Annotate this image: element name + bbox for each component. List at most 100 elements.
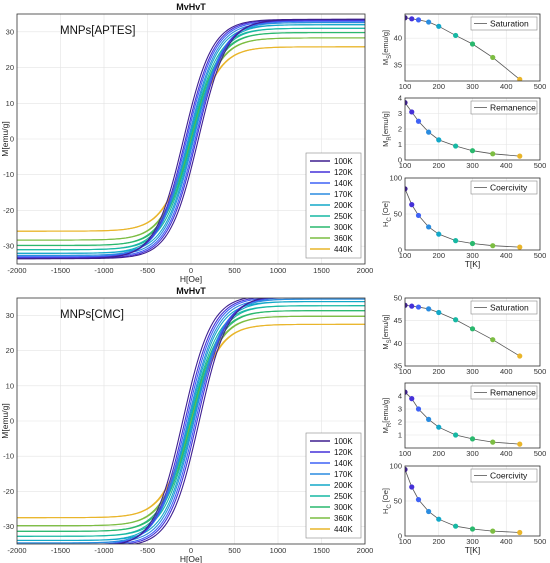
data-point-120K [409, 16, 415, 22]
series-line-140K-up [89, 298, 302, 544]
x-tick-label: 400 [500, 367, 513, 376]
data-point-300K [469, 240, 476, 247]
y-label-subscript: C [387, 217, 393, 222]
data-point-360K [490, 151, 496, 157]
y-tick-label: 1 [398, 431, 402, 440]
legend-label-360K: 360K [334, 234, 353, 243]
chart-ms_cmc: 35 40 45 50 100 200 300 400 500 MS[emu/g] Saturati… [381, 294, 546, 377]
legend-box [470, 300, 538, 315]
legend-label-170K: 170K [334, 190, 353, 199]
series-line-200K-down [17, 300, 365, 542]
x-tick-label: -500 [140, 266, 155, 275]
y-tick-label: -30 [3, 242, 14, 251]
series-group [405, 302, 523, 359]
y-tick-label: 50 [394, 294, 402, 303]
series-group [17, 298, 365, 544]
x-tick-label: 300 [466, 449, 479, 458]
data-point-120K [409, 303, 415, 309]
x-axis-label: T[K] [465, 545, 481, 555]
legend-label-200K: 200K [334, 481, 353, 490]
y-label-subscript: S [387, 339, 393, 343]
data-point-250K [453, 238, 459, 244]
data-point-300K [469, 526, 476, 532]
x-tick-label: 400 [500, 449, 513, 458]
data-point-170K [426, 224, 432, 230]
series-group [405, 100, 523, 159]
data-point-100K [405, 466, 408, 473]
legend-label: Remanence [490, 103, 536, 113]
y-axis-label: M[emu/g] [0, 403, 10, 438]
chart-title: MvHvT [176, 2, 206, 12]
y-tick-label: 0 [10, 135, 14, 144]
axes-frame [404, 297, 541, 367]
x-tick-label: -1000 [94, 546, 113, 555]
y-tick-label: 0 [398, 532, 402, 541]
legend-label-440K: 440K [334, 525, 353, 534]
x-tick-label: 500 [534, 449, 547, 458]
series-line-140K-down [80, 298, 293, 544]
y-axis-label: MR[emu/g] [381, 111, 393, 147]
data-point-140K [415, 212, 422, 219]
series-line-120K-up [120, 298, 274, 544]
legend-label-120K: 120K [334, 448, 353, 457]
series-group [405, 15, 523, 81]
y-label-unit: [Oe] [381, 201, 390, 217]
data-point-100K [405, 302, 408, 308]
y-label-symbol: M [381, 59, 390, 65]
axes-frame [16, 13, 366, 265]
data-point-140K [415, 118, 422, 124]
x-tick-label: 500 [534, 161, 547, 170]
y-tick-label: 10 [6, 381, 14, 390]
data-point-170K [426, 508, 432, 515]
x-axis-label: T[K] [465, 259, 481, 269]
y-label-symbol: H [381, 222, 390, 227]
sample-annotation: MNPs[APTES] [60, 25, 135, 37]
legend-label: Coercivity [490, 183, 528, 193]
y-label-unit: [emu/g] [381, 30, 390, 55]
x-tick-label: 300 [466, 367, 479, 376]
data-point-440K [517, 529, 523, 536]
y-label-subscript: S [387, 55, 393, 59]
x-tick-label: -500 [140, 546, 155, 555]
data-point-360K [490, 54, 496, 61]
y-label-unit: [Oe] [381, 488, 390, 504]
series-line-200K-down [17, 24, 365, 254]
x-tick-label: 400 [500, 82, 513, 91]
chart-hc_cmc: 0 50 100 100 200 300 400 500 T[K] HC [Oe] Coercivi… [381, 462, 546, 556]
legend-box [470, 100, 538, 115]
series-line-170K-down [17, 298, 365, 544]
legend-box [470, 16, 538, 31]
series-line-140K-down [17, 20, 365, 258]
legend-label-100K: 100K [334, 157, 353, 166]
x-tick-label: 0 [189, 266, 193, 275]
x-tick-label: 200 [432, 449, 445, 458]
data-point-200K [436, 231, 442, 237]
series-group [17, 18, 365, 260]
x-tick-label: 100 [399, 449, 412, 458]
chart-loop_cmc: -2000 -1500 -1000 -500 0 500 1000 1500 2000 -30 -2… [0, 286, 373, 563]
y-tick-label: 30 [6, 27, 14, 36]
data-point-200K [436, 23, 442, 29]
chart-mr_cmc: 1 2 3 4 100 200 300 400 500 MR[emu/g] Remanence [381, 382, 547, 458]
y-tick-label: 50 [394, 497, 402, 506]
axes-frame [404, 177, 541, 251]
x-tick-label: 500 [228, 266, 241, 275]
legend-label-300K: 300K [334, 223, 353, 232]
y-label-unit: [emu/g] [381, 398, 390, 423]
x-tick-label: 300 [466, 251, 479, 260]
data-point-440K [517, 244, 523, 250]
y-tick-label: 20 [6, 346, 14, 355]
series-group [405, 466, 523, 536]
x-tick-label: 300 [466, 537, 479, 546]
series-line-170K-down [17, 22, 365, 256]
y-axis-label: HC [Oe] [381, 201, 393, 227]
x-axis-label: H[Oe] [180, 554, 202, 563]
legend-box [470, 468, 538, 483]
series-line-100K-up [131, 298, 267, 544]
data-point-200K [436, 424, 442, 430]
y-tick-label: 0 [10, 417, 14, 426]
series-group [405, 186, 523, 250]
x-tick-label: 400 [500, 161, 513, 170]
x-tick-label: -1500 [51, 546, 70, 555]
